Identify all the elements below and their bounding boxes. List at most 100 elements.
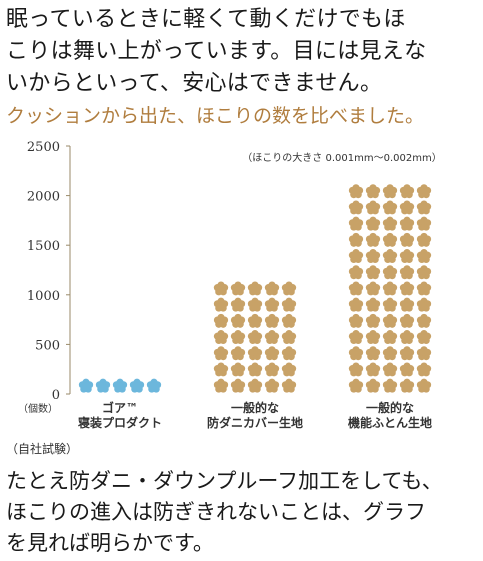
flower-icon: [146, 378, 162, 393]
flower-icon: [348, 297, 364, 312]
flower-icon: [213, 378, 229, 393]
flower-icon: [78, 378, 94, 393]
flower-icon: [230, 313, 246, 328]
y-unit-label: （個数）: [18, 402, 58, 415]
intro-text: 眠っているときに軽くて動くだけでもほ こりは舞い上がっています。目には見えな い…: [6, 4, 478, 100]
flower-icon: [399, 378, 415, 393]
flower-icon: [416, 297, 432, 312]
flower-icon: [365, 184, 381, 199]
bar: [348, 184, 432, 393]
flower-icon: [95, 378, 111, 393]
flower-icon: [416, 184, 432, 199]
flower-icon: [382, 330, 398, 345]
flower-icon: [365, 281, 381, 296]
flower-icon: [416, 362, 432, 377]
flower-icon: [399, 200, 415, 215]
flower-icon: [416, 216, 432, 231]
flower-icon: [112, 378, 128, 393]
flower-icon: [348, 184, 364, 199]
category-label: 一般的な: [231, 400, 279, 415]
y-tick-label: 1500: [27, 239, 60, 254]
flower-icon: [281, 297, 297, 312]
flower-icon: [230, 297, 246, 312]
flower-icon: [399, 281, 415, 296]
flower-icon: [264, 281, 280, 296]
intro-line: いからといって、安心はできません。: [6, 71, 383, 96]
flower-icon: [247, 297, 263, 312]
flower-icon: [416, 232, 432, 247]
flower-icon: [348, 378, 364, 393]
flower-icon: [348, 281, 364, 296]
flower-icon: [365, 346, 381, 361]
flower-icon: [213, 313, 229, 328]
flower-icon: [213, 330, 229, 345]
flower-icon: [399, 265, 415, 280]
flower-icon: [281, 313, 297, 328]
flower-icon: [213, 362, 229, 377]
flower-icon: [247, 362, 263, 377]
flower-icon: [382, 232, 398, 247]
flower-icon: [365, 265, 381, 280]
flower-icon: [264, 297, 280, 312]
category-label: ゴア™: [102, 400, 138, 415]
flower-icon: [382, 265, 398, 280]
flower-icon: [382, 200, 398, 215]
category-label: 機能ふとん生地: [348, 415, 432, 430]
flower-icon: [365, 216, 381, 231]
outro-line: を見れば明らかです。: [6, 531, 214, 555]
flower-icon: [382, 297, 398, 312]
flower-icon: [399, 232, 415, 247]
flower-icon: [213, 297, 229, 312]
flower-icon: [348, 200, 364, 215]
flower-icon: [416, 313, 432, 328]
flower-icon: [247, 313, 263, 328]
flower-icon: [382, 216, 398, 231]
flower-icon: [365, 313, 381, 328]
in-house-test-note: （自社試験）: [6, 442, 79, 456]
dust-count-chart: 0 500 1000 1500 2000 2500 （個数） （ほこりの大きさ 0.001mm…: [18, 140, 442, 430]
flower-icon: [399, 249, 415, 264]
flower-icon: [365, 232, 381, 247]
flower-icon: [264, 313, 280, 328]
flower-icon: [230, 281, 246, 296]
flower-icon: [399, 330, 415, 345]
outro-line: たとえ防ダニ・ダウンプルーフ加工をしても、: [6, 469, 443, 493]
bar: [78, 378, 162, 393]
flower-icon: [348, 265, 364, 280]
category-label: 一般的な: [366, 400, 414, 415]
y-tick-label: 0: [52, 388, 60, 403]
flower-icon: [129, 378, 145, 393]
flower-icon: [264, 346, 280, 361]
flower-icon: [264, 330, 280, 345]
flower-icon: [416, 249, 432, 264]
outro-line: ほこりの進入は防ぎきれないことは、グラフ: [6, 500, 426, 524]
flower-icon: [365, 330, 381, 345]
flower-icon: [416, 378, 432, 393]
intro-line: こりは舞い上がっています。目には見えな: [6, 39, 427, 64]
flower-icon: [348, 313, 364, 328]
flower-icon: [382, 378, 398, 393]
y-tick-label: 2500: [27, 140, 60, 155]
flower-icon: [348, 216, 364, 231]
flower-icon: [382, 249, 398, 264]
flower-icon: [348, 249, 364, 264]
flower-icon: [416, 200, 432, 215]
flower-icon: [382, 184, 398, 199]
flower-icon: [399, 216, 415, 231]
flower-icon: [365, 249, 381, 264]
flower-icon: [230, 362, 246, 377]
y-tick-label: 1000: [27, 289, 60, 304]
flower-icon: [247, 281, 263, 296]
flower-icon: [281, 362, 297, 377]
flower-icon: [382, 281, 398, 296]
outro-text: たとえ防ダニ・ダウンプルーフ加工をしても、 ほこりの進入は防ぎきれないことは、グ…: [6, 466, 480, 559]
flower-icon: [230, 378, 246, 393]
flower-icon: [247, 346, 263, 361]
size-annotation: （ほこりの大きさ 0.001mm～0.002mm）: [242, 151, 441, 164]
category-label: 防ダニカバー生地: [207, 415, 303, 430]
flower-icon: [365, 378, 381, 393]
chart-headline: クッションから出た、ほこりの数を比べました。: [6, 105, 425, 127]
y-tick-label: 500: [35, 338, 60, 353]
flower-icon: [213, 346, 229, 361]
flower-icon: [399, 184, 415, 199]
